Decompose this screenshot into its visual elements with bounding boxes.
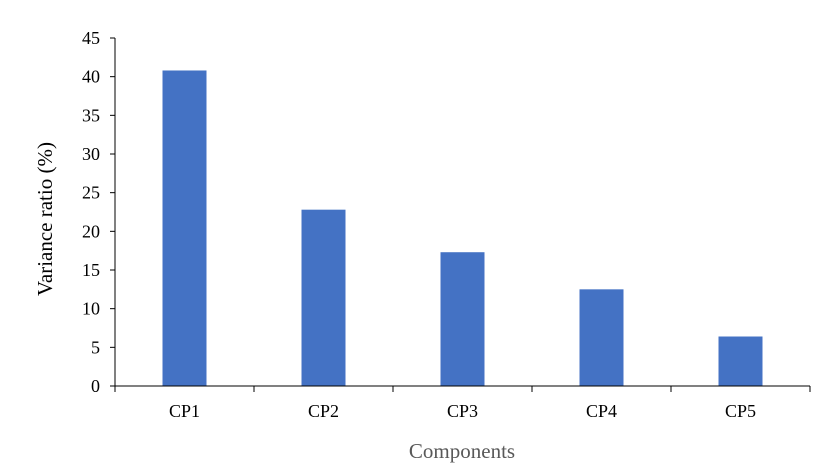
bar-cp2: [301, 209, 346, 386]
y-axis-title: Variance ratio (%): [33, 142, 57, 296]
y-tick-label: 5: [91, 337, 100, 357]
x-tick-label: CP3: [447, 401, 478, 421]
x-tick-label: CP5: [725, 401, 756, 421]
bars-group: [162, 70, 763, 386]
bar-cp5: [718, 336, 763, 386]
y-tick-label: 10: [82, 299, 100, 319]
y-tick-label: 30: [82, 144, 100, 164]
y-tick-label: 25: [82, 183, 100, 203]
x-tick-label: CP1: [169, 401, 200, 421]
x-tick-label: CP4: [586, 401, 617, 421]
y-ticks-group: 0 5 10 15 20 25 30 35 40 45: [82, 28, 115, 396]
x-tick-label: CP2: [308, 401, 339, 421]
y-tick-label: 45: [82, 28, 100, 48]
bar-cp4: [579, 289, 624, 386]
y-tick-label: 0: [91, 376, 100, 396]
y-tick-label: 15: [82, 260, 100, 280]
x-ticks-group: CP1 CP2 CP3 CP4 CP5: [114, 386, 811, 421]
bar-cp3: [440, 252, 485, 386]
y-tick-label: 20: [82, 221, 100, 241]
x-axis-title: Components: [409, 439, 515, 463]
y-tick-label: 35: [82, 105, 100, 125]
y-tick-label: 40: [82, 67, 100, 87]
bar-cp1: [162, 70, 207, 386]
